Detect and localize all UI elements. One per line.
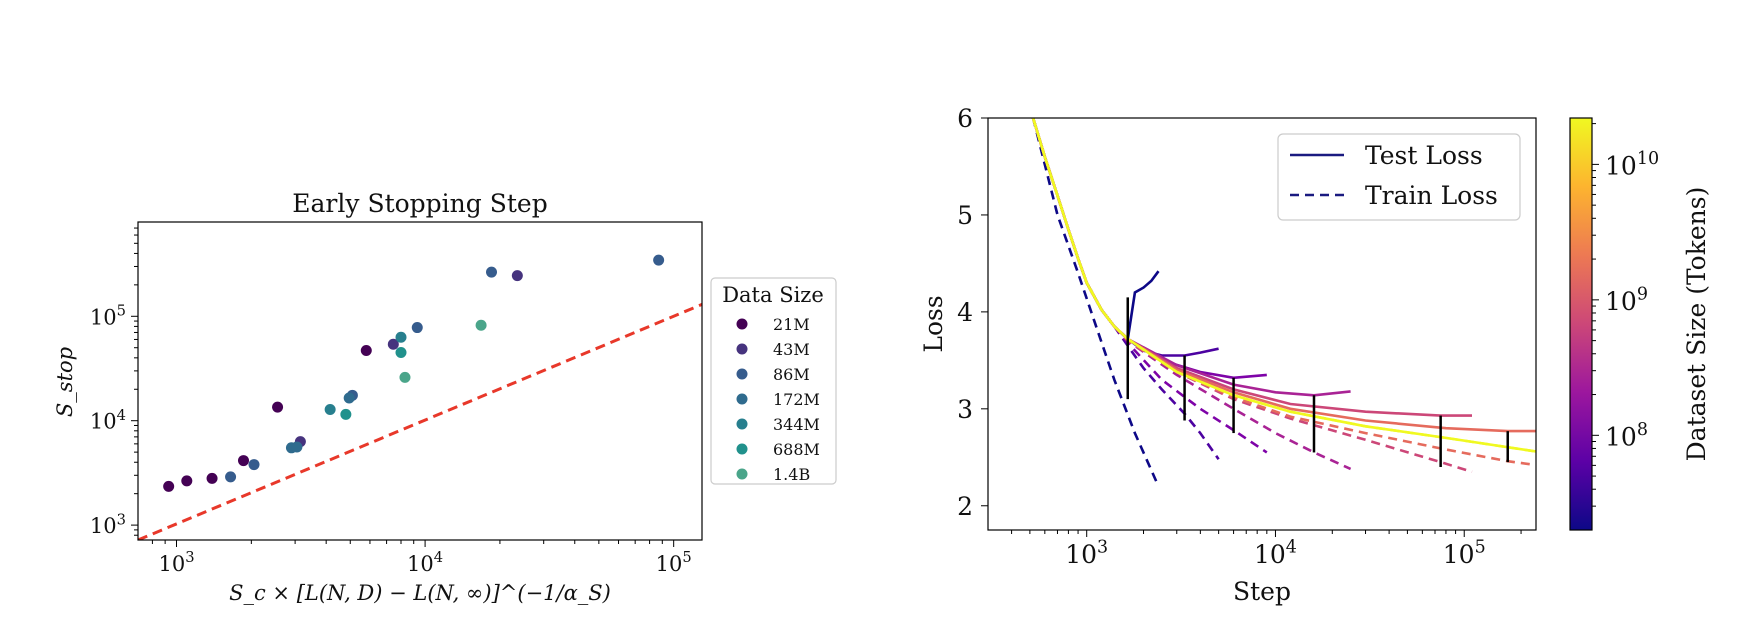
test-loss-curve (1031, 118, 1267, 380)
loss-x-tick-label: 104 (1254, 538, 1297, 570)
scatter-points-layer (163, 254, 665, 492)
legend-train-loss-label: Train Loss (1365, 181, 1498, 210)
scatter-legend-label: 688M (773, 440, 820, 459)
scatter-legend-marker (736, 468, 748, 480)
loss-chart: 103 104 105 2 3 4 5 6 Step Loss Test Loss Trai… (919, 104, 1711, 606)
test-loss-curve (1031, 118, 1160, 342)
scatter-y-tick-label: 105 (90, 302, 126, 329)
colorbar-ticks: 108 109 1010 (1592, 123, 1659, 507)
scatter-legend-title: Data Size (722, 283, 824, 307)
scatter-chart: Early Stopping Step 103 104 105 103104105 … (53, 189, 837, 605)
loss-y-tick-label: 4 (957, 298, 973, 327)
scatter-legend-marker (736, 393, 748, 405)
scatter-legend-entries: 21M 43M 86M 172M 344M 688M 1.4B (736, 315, 820, 484)
scatter-point-344M (324, 404, 336, 416)
scatter-point-21M (238, 455, 250, 467)
scatter-point-21M (360, 345, 372, 357)
scatter-point-21M (206, 472, 218, 484)
scatter-plot-frame (137, 221, 703, 541)
scatter-legend-marker (736, 368, 748, 380)
loss-x-tick-label: 103 (1065, 538, 1108, 570)
loss-y-axis-label: Loss (919, 295, 948, 352)
colorbar-label: Dataset Size (Tokens) (1682, 187, 1711, 462)
scatter-y-axis-label: S_stop (53, 347, 77, 417)
scatter-point-86M (653, 254, 665, 266)
scatter-legend-label: 344M (773, 415, 820, 434)
loss-curves-layer (1031, 118, 1536, 487)
scatter-y-ticks: 103 104 105 (90, 227, 138, 538)
scatter-point-172M (343, 392, 355, 404)
early-stop-bars-layer (1126, 297, 1509, 467)
scatter-point-43M (511, 270, 523, 282)
scatter-legend-box (710, 277, 837, 485)
legend-test-loss-label: Test Loss (1365, 141, 1483, 170)
scatter-point-86M (225, 471, 237, 483)
scatter-legend-marker (736, 418, 748, 430)
scatter-legend-marker (736, 318, 748, 330)
loss-x-tick-label: 105 (1443, 538, 1486, 570)
loss-y-tick-label: 2 (957, 492, 973, 521)
scatter-reference-line (138, 303, 702, 540)
train-loss-curve (1031, 118, 1160, 487)
colorbar-tick-label: 1010 (1605, 149, 1659, 181)
scatter-x-tick-label: 105 (656, 549, 692, 576)
scatter-legend-label: 21M (773, 315, 810, 334)
scatter-x-axis-label: S_c × [L(N, D) − L(N, ∞)]^(−1/α_S) (229, 581, 611, 605)
loss-x-axis-label: Step (1233, 577, 1291, 606)
test-loss-curve (1031, 118, 1536, 453)
colorbar-tick-label: 108 (1605, 420, 1648, 452)
loss-y-tick-label: 3 (957, 395, 973, 424)
scatter-point-86M (486, 266, 498, 278)
scatter-x-tick-label: 104 (407, 549, 443, 576)
loss-y-tick-label: 5 (957, 201, 973, 230)
scatter-legend-label: 172M (773, 390, 820, 409)
scatter-point-688M (340, 408, 352, 420)
scatter-point-43M (387, 338, 399, 350)
scatter-legend-label: 1.4B (773, 465, 810, 484)
scatter-reference-line-layer (138, 303, 702, 540)
loss-y-tick-label: 6 (957, 104, 973, 133)
scatter-legend-marker (736, 443, 748, 455)
colorbar-tick-label: 109 (1605, 284, 1648, 316)
colorbar: 108 109 1010 Dataset Size (Tokens) (1569, 117, 1711, 531)
scatter-legend-label: 43M (773, 340, 810, 359)
scatter-x-ticks: 103 104 105 (151, 540, 692, 576)
scatter-point-86M (411, 322, 423, 334)
scatter-point-688M (395, 346, 407, 358)
train-loss-curve (1031, 118, 1268, 454)
scatter-point-86M (248, 459, 260, 471)
colorbar-gradient (1569, 117, 1593, 531)
scatter-point-344M (395, 331, 407, 343)
loss-y-ticks: 2 3 4 5 6 (957, 104, 988, 521)
scatter-y-tick-label: 103 (90, 511, 126, 538)
scatter-title: Early Stopping Step (292, 189, 547, 218)
scatter-point-21M (272, 401, 284, 413)
scatter-y-tick-label: 104 (90, 407, 126, 434)
scatter-point-1.4B (475, 319, 487, 331)
scatter-point-172M (291, 441, 303, 453)
scatter-point-1.4B (399, 371, 411, 383)
scatter-point-21M (163, 480, 175, 492)
scatter-legend-label: 86M (773, 365, 810, 384)
scatter-legend-marker (736, 343, 748, 355)
scatter-x-tick-label: 103 (158, 549, 194, 576)
test-loss-curve (1031, 118, 1219, 357)
loss-plot-frame (987, 117, 1537, 531)
train-loss-curve (1031, 118, 1536, 467)
loss-x-ticks: 103 104 105 (1011, 530, 1522, 570)
scatter-legend: Data Size 21M 43M 86M 172M 344M 688M 1.4B (710, 277, 837, 485)
loss-legend: Test Loss Train Loss (1277, 133, 1521, 221)
scatter-point-21M (181, 475, 193, 487)
